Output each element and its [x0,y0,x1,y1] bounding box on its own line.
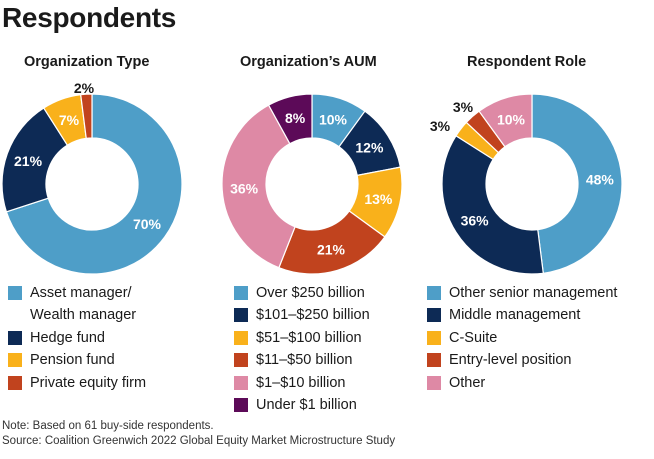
slice-11-50-billion [278,210,386,275]
legend-swatch [427,353,441,368]
slice-1-10-billion [221,104,296,269]
footnote: Note: Based on 61 buy-side respondents. [2,420,214,432]
legend-swatch [427,286,441,300]
data-label-entry-level-position: 3% [453,99,474,115]
legend-label: Over $250 billion [256,285,365,301]
legend-item-over-250-billion: Over $250 billion [234,282,370,304]
legend-swatch [427,308,441,323]
legend-label: $101–$250 billion [256,307,370,324]
data-label-asset-manager-wealth-manager: 70% [133,216,162,232]
legend-item-hedge-fund: Hedge fund [8,327,146,349]
data-label-pension-fund: 7% [59,112,80,128]
legend-swatch [234,398,248,413]
data-label-1-10-billion: 36% [230,180,259,196]
legend-item-11-50-billion: $11–$50 billion [234,349,370,371]
data-label-under-1-billion: 8% [285,110,306,126]
legend-label: $51–$100 billion [256,329,362,346]
legend-item-51-100-billion: $51–$100 billion [234,327,370,349]
chart-title-organization-type: Organization Type [24,54,150,70]
legend-swatch [8,330,22,345]
legend-label: Hedge fund [30,329,105,346]
chart-title-organization-aum: Organization’s AUM [240,54,377,70]
legend-label: Other senior management [449,285,618,301]
legend-item-asset-manager-wealth-manager: Asset manager/ Wealth manager [8,282,146,327]
legend-item-pension-fund: Pension fund [8,349,146,371]
legend-label: $11–$50 billion [256,352,353,369]
page-title: Respondents [2,2,177,33]
legend-item-entry-level-position: Entry-level position [427,349,617,371]
data-label-other-senior-management: 48% [586,172,615,188]
legend-label: Under $1 billion [256,397,357,414]
legend-organization-aum: Over $250 billion $101–$250 billion $51–$1… [234,282,370,416]
data-label-private-equity-firm: 2% [74,80,95,96]
data-label-101-250-billion: 12% [355,140,384,156]
legend-organization-type: Asset manager/ Wealth manager Hedge fund P… [8,282,146,394]
legend-item-middle-management: Middle management [427,304,617,326]
legend-item-1-10-billion: $1–$10 billion [234,372,370,394]
slice-hedge-fund [1,107,69,213]
legend-swatch [234,286,248,300]
legend-label: Asset manager/ Wealth manager [30,285,137,324]
legend-swatch [427,375,441,390]
legend-label: Other [449,374,486,391]
legend-label: Middle management [449,307,581,324]
slice-middle-management [441,134,544,275]
data-label-51-100-billion: 13% [364,191,393,207]
slice-asset-manager-wealth-manager [5,93,183,275]
legend-swatch [234,375,248,390]
data-label-middle-management: 36% [461,212,490,228]
data-label-hedge-fund: 21% [14,153,43,169]
legend-label: Pension fund [30,352,115,369]
source-note: Source: Coalition Greenwich 2022 Global … [2,435,396,447]
legend-label: C-Suite [449,329,498,346]
legend-label: Private equity firm [30,374,147,391]
data-label-c-suite: 3% [430,118,451,134]
legend-swatch [8,286,22,300]
data-label-11-50-billion: 21% [317,241,346,257]
legend-label: Entry-level position [449,352,572,369]
slice-under-1-billion [267,93,313,145]
slice-other [478,93,533,148]
legend-swatch [234,353,248,368]
legend-label: $1–$10 billion [256,374,346,391]
legend-item-other: Other [427,372,617,394]
legend-item-101-250-billion: $101–$250 billion [234,304,370,326]
legend-swatch [427,330,441,345]
legend-item-private-equity-firm: Private equity firm [8,372,146,394]
slice-other-senior-management [531,93,623,274]
legend-swatch [8,353,22,368]
legend-item-under-1-billion: Under $1 billion [234,394,370,416]
legend-swatch [234,308,248,323]
legend-respondent-role: Other senior management Middle management… [427,282,617,394]
legend-swatch [234,330,248,345]
data-label-over-250-billion: 10% [319,111,348,127]
slice-private-equity-firm [80,93,93,140]
legend-swatch [8,375,22,390]
legend-item-other-senior-management: Other senior management [427,282,617,304]
legend-item-c-suite: C-Suite [427,327,617,349]
data-label-other: 10% [497,111,526,127]
chart-title-respondent-role: Respondent Role [467,54,587,70]
